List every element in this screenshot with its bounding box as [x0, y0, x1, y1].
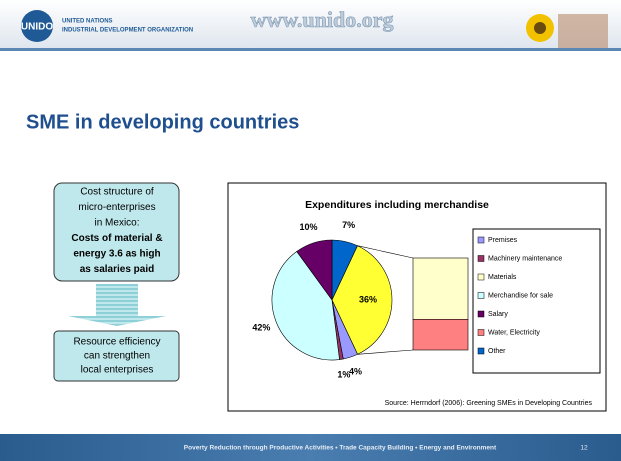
data-label: 4%: [349, 367, 362, 377]
box-line: Resource efficiency: [73, 337, 160, 348]
url: www.unido.org: [250, 7, 393, 32]
legend-label: Materials: [488, 274, 517, 281]
legend-swatch: [477, 310, 485, 318]
box1-text: Cost structure of micro-enterprises in Mex…: [71, 187, 162, 276]
data-label: 42%: [252, 322, 270, 332]
legend-label: Merchandise for sale: [488, 292, 553, 299]
box-line: Cost structure of: [80, 187, 154, 198]
legend-label: Other: [488, 348, 506, 355]
chart-title: Expenditures including merchandise: [305, 199, 489, 211]
arrow: [96, 284, 138, 316]
footer-text: Poverty Reduction through Productive Act…: [184, 445, 497, 452]
org-line: INDUSTRIAL DEVELOPMENT ORGANIZATION: [62, 28, 193, 34]
box2-text: Resource efficiency can strengthen local e…: [73, 337, 160, 376]
org-line: UNITED NATIONS: [62, 19, 113, 25]
legend-swatch: [477, 292, 485, 299]
pie-slice: [296, 239, 333, 301]
flower-image: [534, 22, 546, 34]
legend-swatch: [477, 347, 485, 355]
header-rule: [0, 48, 621, 51]
slide-title: SME in developing countries: [26, 111, 299, 133]
box-line: energy 3.6 as high: [73, 249, 160, 260]
box-line: in Mexico:: [94, 218, 139, 229]
legend-label: Premises: [488, 237, 518, 244]
legend-swatch: [477, 236, 485, 244]
legend-label: Salary: [488, 311, 508, 318]
data-label: 1%: [337, 369, 350, 379]
footer-band: [0, 434, 621, 461]
legend: [472, 228, 601, 374]
box-line: as salaries paid: [80, 264, 155, 275]
data-label: 10%: [300, 222, 318, 232]
arrow: [68, 316, 166, 326]
info-box: [53, 182, 180, 282]
logo-mark: [21, 10, 53, 42]
legend-swatch: [477, 329, 485, 336]
info-box: [53, 330, 180, 382]
page-number: 12: [580, 445, 588, 452]
connector: [357, 349, 414, 355]
source: Source: Herrndorf (2006): Greening SMEs …: [385, 400, 593, 407]
legend-swatch: [477, 273, 485, 281]
data-label: 36%: [359, 294, 377, 304]
data-label: 7%: [342, 220, 355, 230]
bar-segment: [412, 257, 469, 320]
legend-label: Machinery maintenance: [488, 255, 562, 262]
pie-slice: [331, 245, 393, 355]
header-band: [0, 0, 621, 48]
box-line: Costs of material &: [71, 233, 162, 244]
box-line: can strengthen: [84, 351, 150, 362]
legend-label: Water, Electricity: [488, 329, 540, 336]
connector: [357, 245, 414, 259]
bar-segment: [412, 319, 469, 351]
box-line: local enterprises: [81, 365, 154, 376]
legend-swatch: [477, 255, 485, 262]
box-line: micro-enterprises: [78, 202, 155, 213]
logo: UNIDO: [21, 22, 53, 33]
pie-slice: [271, 251, 340, 361]
header-image: [558, 14, 608, 48]
